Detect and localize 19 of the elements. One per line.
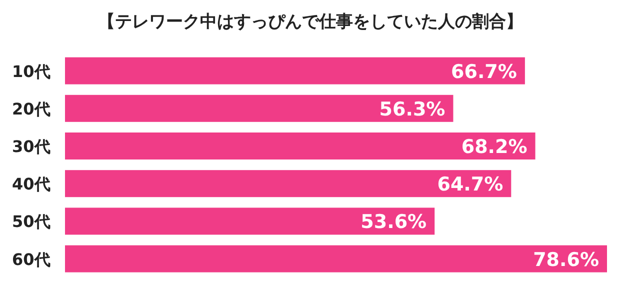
y-tick-label: 60代: [12, 250, 50, 269]
bar: [65, 57, 525, 84]
bar: [65, 132, 536, 160]
y-tick-label: 50代: [12, 212, 50, 232]
data-label: 53.6%: [360, 211, 427, 234]
bar: [65, 94, 454, 122]
bar: [65, 208, 435, 235]
y-tick-label: 30代: [12, 137, 50, 156]
chart-title: 【テレワーク中はすっぴんで仕事をしていた人の割合】: [98, 12, 523, 32]
data-label: 68.2%: [461, 136, 528, 158]
data-label: 64.7%: [437, 174, 504, 196]
data-label: 66.7%: [451, 60, 517, 83]
data-label: 56.3%: [379, 98, 446, 120]
bar: [65, 170, 512, 198]
y-tick-label: 10代: [12, 62, 50, 81]
y-tick-label: 40代: [12, 174, 50, 194]
data-label: 78.6%: [533, 248, 599, 271]
bar: [65, 245, 607, 272]
y-tick-label: 20代: [12, 99, 50, 118]
